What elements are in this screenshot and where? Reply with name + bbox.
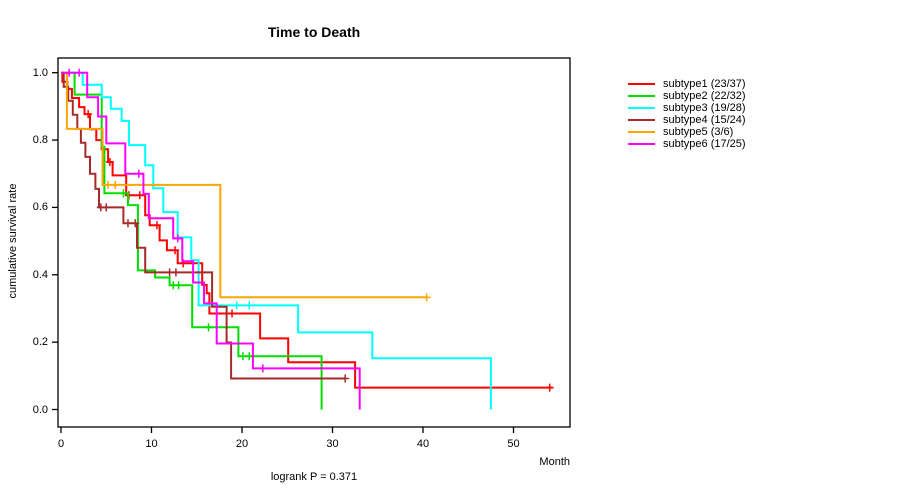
censor-mark-subtype1: [152, 221, 161, 230]
censor-mark-subtype4: [171, 268, 180, 277]
censor-mark-subtype1: [84, 110, 93, 119]
y-tick-label: 0.0: [32, 403, 48, 416]
censor-mark-subtype5: [104, 180, 113, 189]
censor-mark-subtype4: [102, 203, 111, 212]
censor-mark-subtype5: [111, 180, 120, 189]
y-tick-label: 0.6: [32, 201, 48, 214]
legend-line-swatch: [628, 83, 655, 85]
legend-item-subtype3: subtype3 (19/28): [628, 102, 746, 114]
censor-mark-subtype4: [123, 219, 132, 228]
legend-line-swatch: [628, 143, 655, 145]
x-tick-label: 40: [416, 438, 430, 450]
censor-mark-subtype2: [204, 323, 213, 332]
legend-item-subtype6: subtype6 (17/25): [628, 138, 746, 150]
legend-line-swatch: [628, 131, 655, 133]
y-tick-label: 0.8: [32, 134, 48, 147]
legend-item-subtype2: subtype2 (22/32): [628, 90, 746, 102]
y-tick-label: 0.4: [32, 268, 48, 281]
legend-label: subtype3 (19/28): [663, 102, 746, 114]
censor-mark-subtype3: [232, 301, 241, 310]
km-curve-subtype3: [61, 71, 492, 410]
legend-label: subtype2 (22/32): [663, 90, 746, 102]
censor-mark-subtype1: [105, 157, 114, 166]
censor-mark-subtype1: [228, 309, 237, 318]
censor-mark-subtype1: [545, 383, 554, 392]
legend-line-swatch: [628, 119, 655, 121]
censor-mark-subtype1: [135, 191, 144, 200]
legend-label: subtype5 (3/6): [663, 126, 734, 138]
x-tick-label: 0: [57, 438, 65, 450]
km-curve-subtype2: [61, 71, 323, 410]
censor-mark-subtype2: [174, 281, 183, 290]
y-tick-label: 1.0: [32, 66, 48, 79]
legend-item-subtype4: subtype4 (15/24): [628, 114, 746, 126]
x-tick-label: 10: [145, 438, 158, 450]
censor-mark-subtype1: [171, 246, 180, 255]
censor-mark-subtype3: [245, 301, 254, 310]
censor-mark-subtype4: [341, 374, 350, 383]
legend-item-subtype1: subtype1 (23/37): [628, 78, 746, 90]
legend-label: subtype6 (17/25): [663, 138, 746, 150]
km-curve-subtype1: [61, 71, 553, 389]
censor-mark-subtype6: [75, 68, 84, 77]
legend-line-swatch: [628, 107, 655, 109]
x-axis-label: Month: [539, 456, 570, 468]
logrank-pvalue-text: logrank P = 0.371: [270, 471, 358, 483]
censor-mark-subtype6: [173, 234, 182, 243]
censor-mark-subtype6: [258, 364, 267, 373]
plot-box: [57, 57, 571, 428]
censor-mark-subtype6: [65, 68, 74, 77]
legend: subtype1 (23/37) subtype2 (22/32) subtyp…: [628, 78, 746, 150]
x-tick-label: 50: [507, 438, 520, 450]
censor-mark-subtype6: [134, 169, 143, 178]
legend-line-swatch: [628, 95, 655, 97]
km-curve-subtype4: [61, 71, 346, 380]
km-curve-subtype5: [61, 71, 427, 299]
legend-label: subtype1 (23/37): [663, 78, 746, 90]
x-tick-label: 20: [235, 438, 249, 450]
legend-label: subtype4 (15/24): [663, 114, 746, 126]
censor-mark-subtype5: [422, 293, 431, 302]
censor-mark-subtype4: [131, 219, 140, 228]
x-tick-label: 30: [326, 438, 339, 450]
y-tick-label: 0.2: [32, 336, 48, 349]
legend-item-subtype5: subtype5 (3/6): [628, 126, 746, 138]
censor-mark-subtype2: [119, 189, 128, 198]
page-title: Time to Death: [267, 24, 361, 40]
km-curve-subtype6: [61, 71, 361, 410]
